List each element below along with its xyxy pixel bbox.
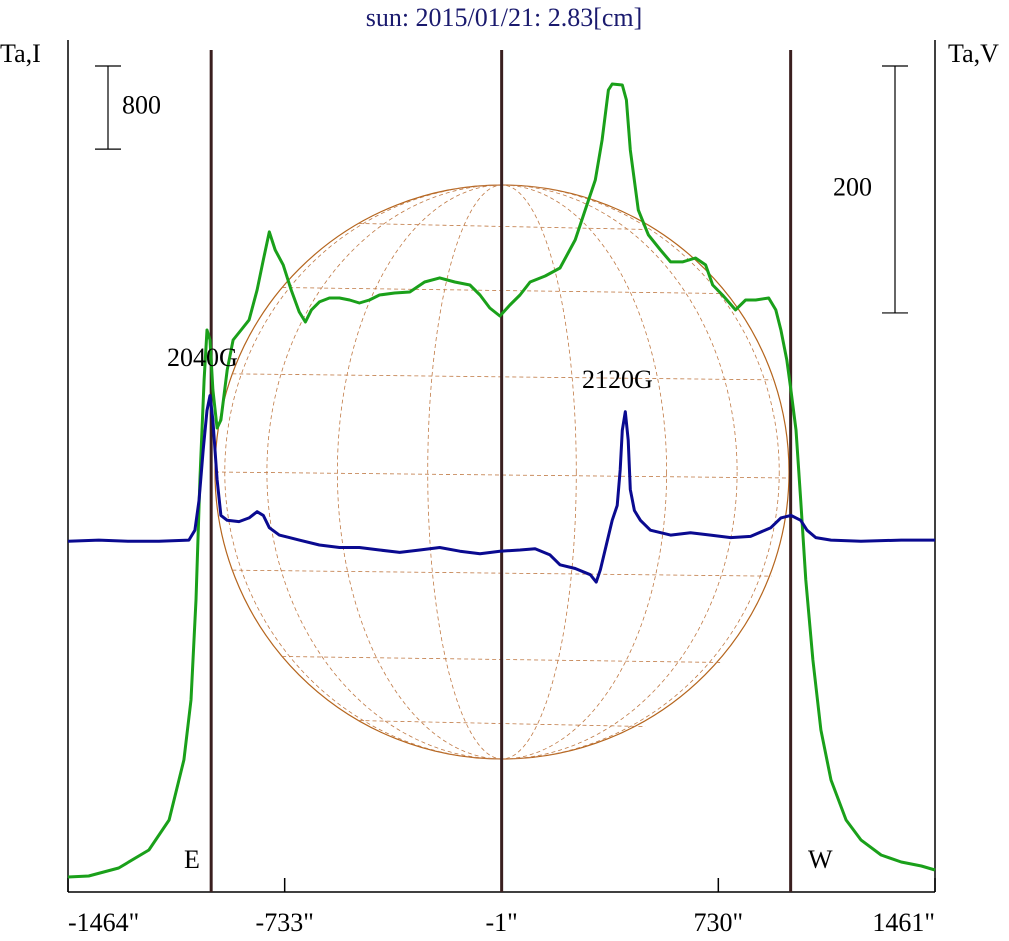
- annotation: E: [184, 845, 200, 874]
- annotation: 2040G: [167, 343, 238, 372]
- x-tick-label: 1461": [872, 908, 935, 937]
- scale-bar-label: 800: [122, 91, 161, 120]
- annotation: W: [808, 845, 833, 874]
- left-axis-label: Ta,I: [0, 39, 41, 68]
- series-line: [67, 394, 935, 584]
- x-tick-label: -733": [256, 908, 314, 937]
- right-axis-label: Ta,V: [948, 39, 999, 68]
- chart-title: sun: 2015/01/21: 2.83[cm]: [366, 3, 643, 32]
- scale-bar-label: 200: [833, 172, 872, 201]
- meridian: [336, 184, 668, 760]
- series-line: [67, 82, 936, 879]
- x-tick-label: -1464": [68, 908, 139, 937]
- x-tick-label: -1": [486, 908, 518, 937]
- annotation: 2120G: [582, 365, 653, 394]
- x-tick-label: 730": [694, 908, 744, 937]
